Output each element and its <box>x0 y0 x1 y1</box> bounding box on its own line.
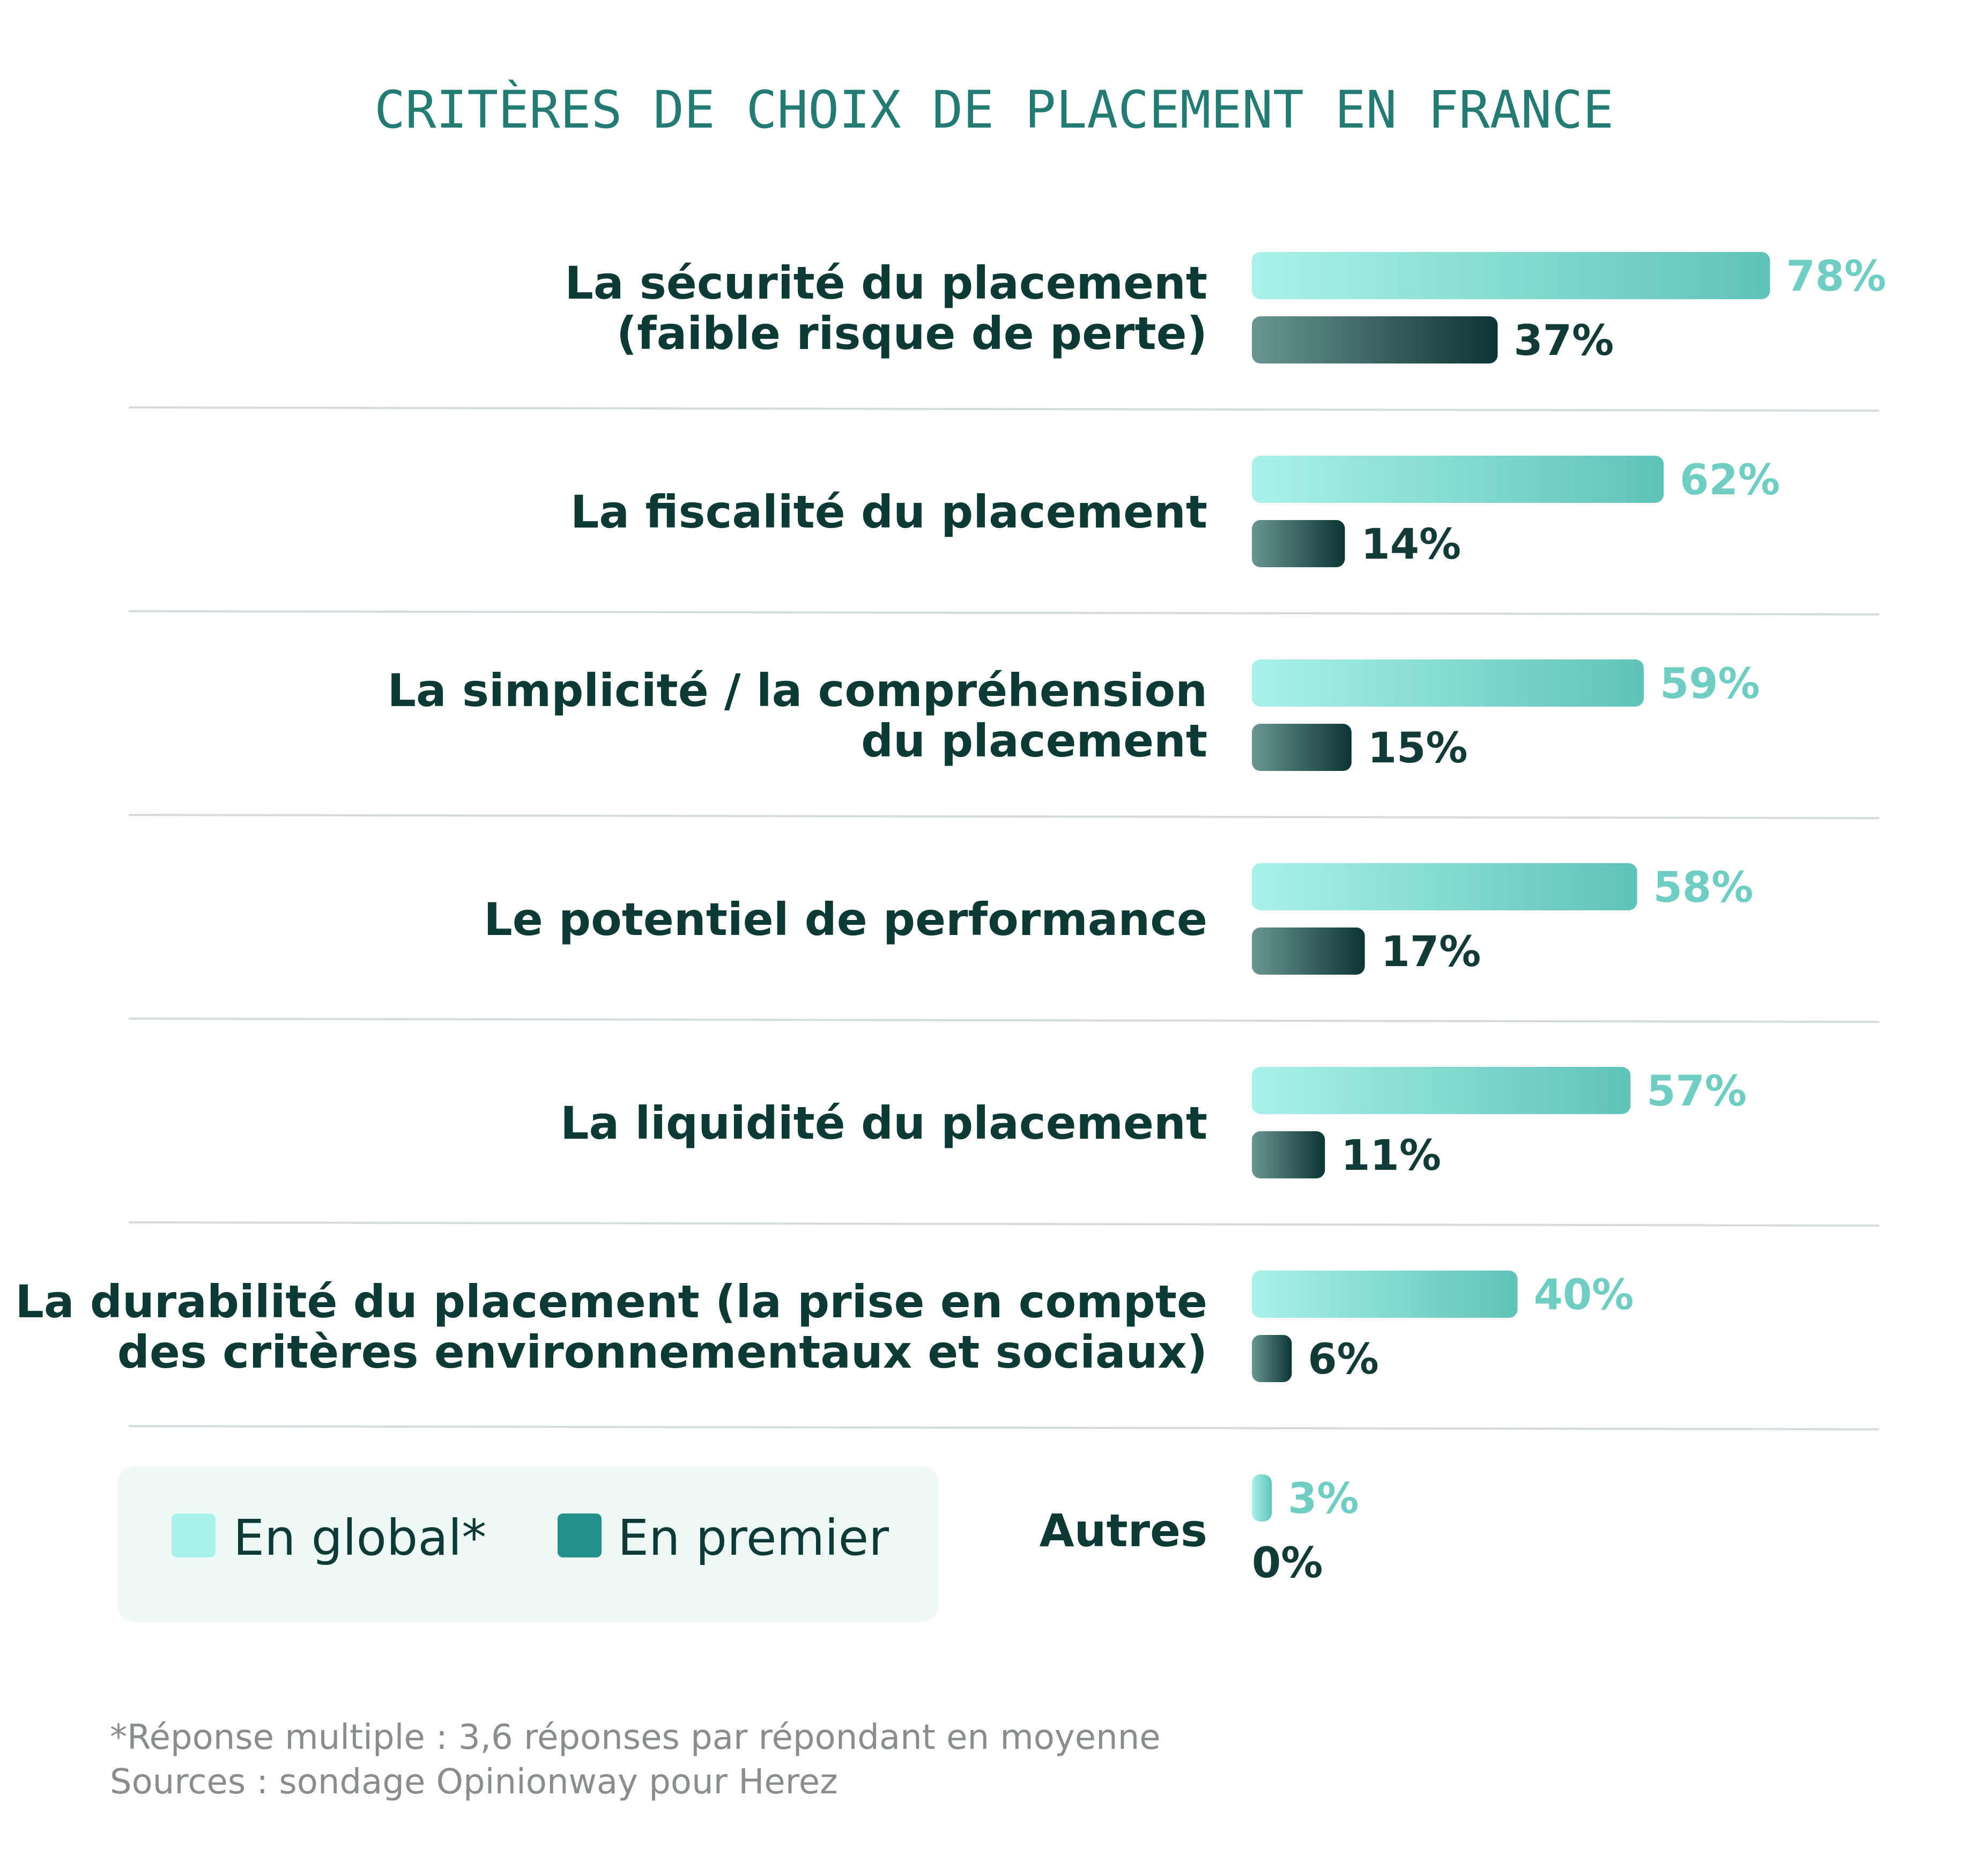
legend-swatch-global <box>172 1513 216 1557</box>
value-label-premier: 17% <box>1381 928 1481 976</box>
bar-global <box>1252 659 1644 707</box>
bar-premier <box>1252 1131 1325 1178</box>
category-row: La liquidité du placement 57% 11% <box>128 1067 1880 1227</box>
bar-premier <box>1252 316 1498 363</box>
value-label-global: 59% <box>1660 660 1760 708</box>
category-label: Le potentiel de performance <box>484 893 1207 946</box>
category-row: Autres 3% 0% <box>1040 1474 1359 1587</box>
bar-global <box>1252 863 1637 910</box>
bar-global <box>1252 252 1770 299</box>
legend-background <box>118 1466 938 1622</box>
chart-rows: La sécurité du placement(faible risque d… <box>15 252 1886 1587</box>
category-row: La fiscalité du placement 62% 14% <box>128 456 1880 615</box>
bar-premier <box>1252 927 1365 975</box>
category-row: La sécurité du placement(faible risque d… <box>128 252 1886 412</box>
value-label-global: 78% <box>1786 253 1886 301</box>
value-label-premier: 0% <box>1252 1539 1323 1587</box>
category-label: La fiscalité du placement <box>570 486 1207 538</box>
value-label-global: 40% <box>1534 1271 1634 1319</box>
legend-label-global: En global* <box>233 1509 486 1567</box>
bar-global <box>1252 456 1664 503</box>
value-label-global: 57% <box>1646 1067 1747 1116</box>
chart-title: CRITÈRES DE CHOIX DE PLACEMENT EN FRANCE <box>374 79 1614 140</box>
bar-premier <box>1252 724 1352 771</box>
bar-global <box>1252 1271 1518 1318</box>
bar-global <box>1252 1474 1272 1522</box>
category-label: du placement <box>861 715 1207 767</box>
row-divider <box>128 1221 1880 1227</box>
row-divider <box>128 1425 1880 1430</box>
category-label: La simplicité / la compréhension <box>387 664 1207 717</box>
legend-label-premier: En premier <box>618 1509 889 1567</box>
row-divider <box>128 1018 1880 1023</box>
value-label-premier: 37% <box>1514 317 1614 365</box>
legend: En global* En premier <box>118 1466 938 1622</box>
value-label-premier: 11% <box>1341 1132 1441 1180</box>
row-divider <box>128 610 1880 615</box>
bar-premier <box>1252 1335 1292 1382</box>
value-label-premier: 14% <box>1361 521 1461 569</box>
footnote-line-1: *Réponse multiple : 3,6 réponses par rép… <box>110 1718 1161 1757</box>
value-label-global: 3% <box>1288 1475 1359 1523</box>
category-label: (faible risque de perte) <box>617 307 1207 360</box>
footnote-line-2: Sources : sondage Opinionway pour Herez <box>110 1762 838 1802</box>
row-divider <box>128 814 1880 819</box>
value-label-global: 62% <box>1680 456 1780 504</box>
category-label: des critères environnementaux et sociaux… <box>117 1326 1207 1378</box>
bar-premier <box>1252 520 1345 567</box>
legend-swatch-premier <box>558 1513 602 1557</box>
value-label-premier: 6% <box>1308 1335 1378 1384</box>
category-label: La liquidité du placement <box>560 1097 1207 1149</box>
bar-global <box>1252 1067 1631 1114</box>
category-label: Autres <box>1040 1504 1207 1557</box>
category-row: La durabilité du placement (la prise en … <box>15 1271 1880 1430</box>
category-label: La sécurité du placement <box>565 257 1207 309</box>
category-row: Le potentiel de performance 58% 17% <box>128 863 1880 1023</box>
row-divider <box>128 406 1880 412</box>
value-label-premier: 15% <box>1368 724 1468 773</box>
category-label: La durabilité du placement (la prise en … <box>15 1275 1207 1328</box>
value-label-global: 58% <box>1653 864 1754 912</box>
